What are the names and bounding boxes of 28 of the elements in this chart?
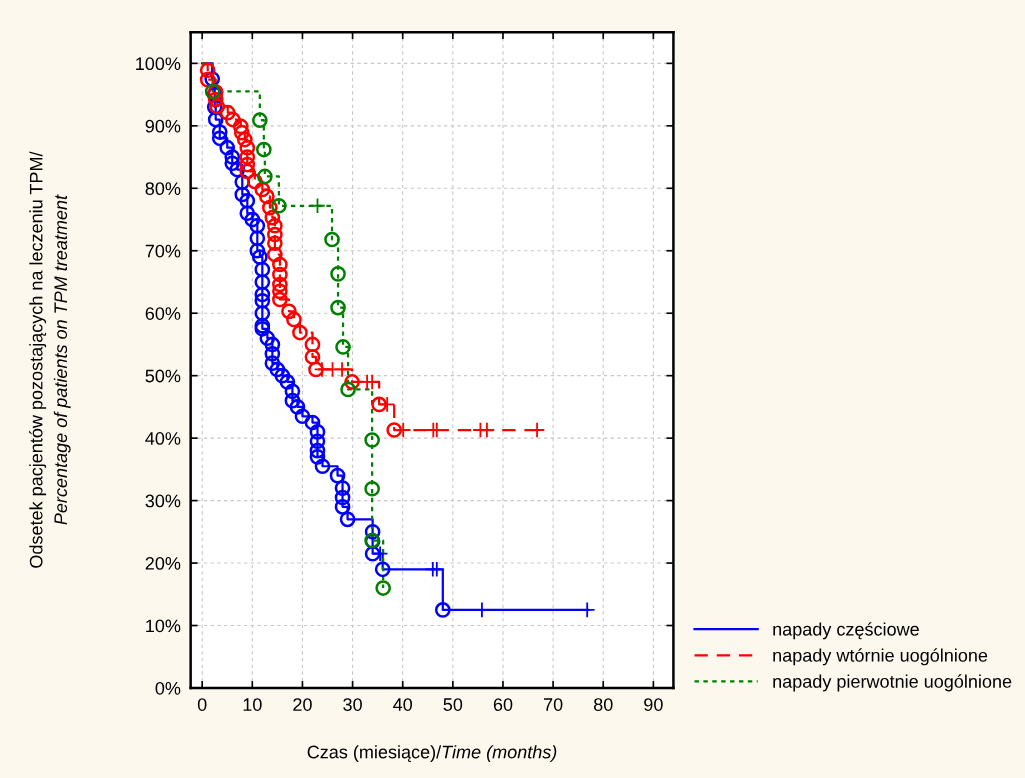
x-tick-label: 70 [543,698,563,711]
y-tick-label: 70% [145,244,181,258]
y-tick-label: 50% [145,369,181,383]
y-tick-label: 40% [145,432,181,445]
y-tick-label: 80% [145,182,181,196]
text: Odsetek pacjentów pozostających na leczeniu TPM/ [29,151,47,568]
x-tick-label: 90 [644,698,663,711]
y-tick-label: 20% [145,557,181,570]
legend-label: napady częściowe [773,622,919,640]
y-tick-label: 60% [145,307,181,320]
text: Czas (miesiące)/ [307,745,442,762]
x-tick-label: 50 [443,698,463,711]
y-tick-label: 10% [146,619,181,633]
x-tick-label: 20 [293,698,312,711]
y-tick-label: 30% [145,494,181,508]
text: Percentage of patients on TPM treatment [53,194,71,525]
y-tick-label: 0% [155,681,181,695]
legend-label: napady pierwotnie uogólnione [773,674,1012,692]
x-tick-label: 30 [343,698,362,711]
y-tick-label: 100% [136,57,181,71]
y-tick-label: 90% [145,119,181,133]
x-tick-label: 0 [197,698,207,711]
x-tick-label: 40 [393,698,413,711]
x-tick-label: 60 [493,698,513,711]
x-tick-label: 10 [243,698,262,711]
x-tick-label: 80 [593,698,613,711]
text: Time (months) [442,745,557,762]
legend-label: napady wtórnie uogólnione [773,648,988,666]
